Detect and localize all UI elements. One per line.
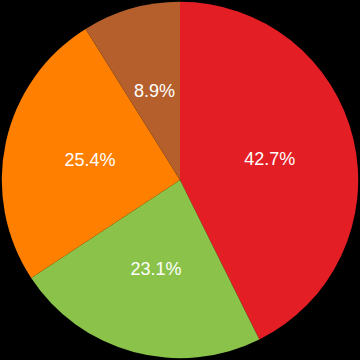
svg-text:42.7%: 42.7% <box>244 149 295 169</box>
svg-text:23.1%: 23.1% <box>130 259 181 279</box>
svg-text:8.9%: 8.9% <box>134 81 175 101</box>
svg-text:25.4%: 25.4% <box>64 150 115 170</box>
